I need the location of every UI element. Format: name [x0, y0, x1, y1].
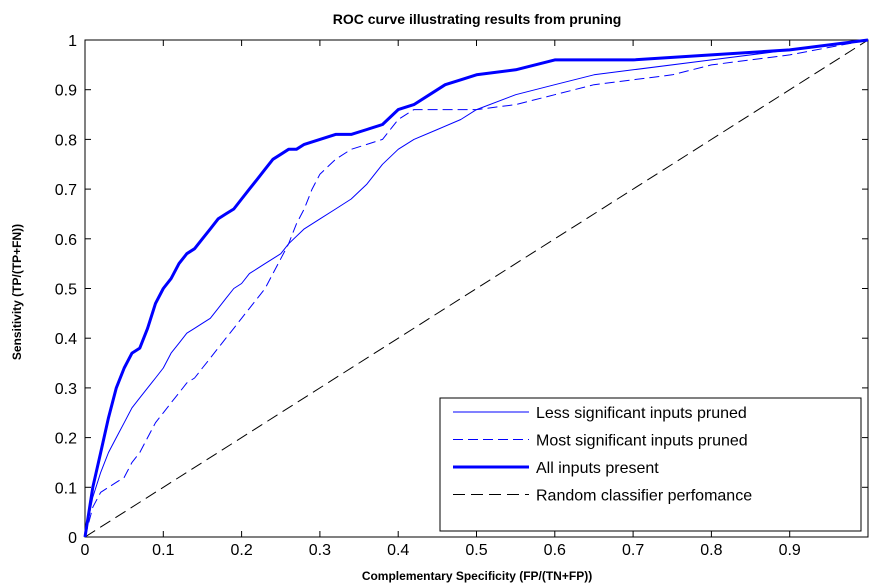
- y-tick-label: 0.2: [55, 431, 77, 448]
- x-tick-label: 0.6: [544, 542, 566, 559]
- y-tick-label: 0.7: [55, 182, 77, 199]
- y-axis-label: Sensitivity (TP/(TP+FN)): [10, 224, 24, 360]
- x-axis-ticks: 0 0.1 0.2 0.3 0.4 0.5 0.6 0.7 0.8 0.9: [81, 40, 801, 559]
- chart-title: ROC curve illustrating results from prun…: [333, 11, 622, 27]
- y-tick-label: 0.9: [55, 83, 77, 100]
- y-tick-label: 0.4: [55, 331, 77, 348]
- y-tick-label: 0.3: [55, 381, 77, 398]
- x-tick-label: 0.7: [622, 542, 644, 559]
- x-axis-label: Complementary Specificity (FP/(TN+FP)): [362, 569, 592, 583]
- legend: Less significant inputs pruned Most signi…: [439, 397, 862, 532]
- series-layer: [83, 38, 869, 538]
- legend-label-1: Most significant inputs pruned: [536, 433, 748, 450]
- y-axis-ticks: 0 0.1 0.2 0.3 0.4 0.5 0.6 0.7 0.8 0.9 1: [55, 33, 868, 547]
- series-line-3: [84, 39, 869, 538]
- x-tick-label: 0.9: [779, 542, 801, 559]
- y-tick-label: 0: [68, 530, 77, 547]
- legend-label-0: Less significant inputs pruned: [536, 405, 747, 422]
- series-line-1: [84, 39, 869, 538]
- x-tick-label: 0.3: [309, 542, 331, 559]
- legend-label-3: Random classifier perfomance: [536, 488, 752, 505]
- x-tick-label: 0.4: [387, 542, 409, 559]
- y-tick-label: 0.5: [55, 282, 77, 299]
- series-line-0: [84, 39, 869, 538]
- legend-box: [439, 397, 862, 532]
- y-tick-label: 0.1: [55, 480, 77, 497]
- y-tick-label: 0.8: [55, 132, 77, 149]
- x-tick-label: 0.8: [700, 542, 722, 559]
- x-tick-label: 0.5: [465, 542, 487, 559]
- x-tick-label: 0.1: [152, 542, 174, 559]
- x-tick-label: 0.2: [230, 542, 252, 559]
- x-tick-label: 0: [81, 542, 90, 559]
- series-line-2: [83, 38, 869, 538]
- y-tick-label: 0.6: [55, 232, 77, 249]
- y-tick-label: 1: [68, 33, 77, 50]
- legend-label-2: All inputs present: [536, 460, 659, 477]
